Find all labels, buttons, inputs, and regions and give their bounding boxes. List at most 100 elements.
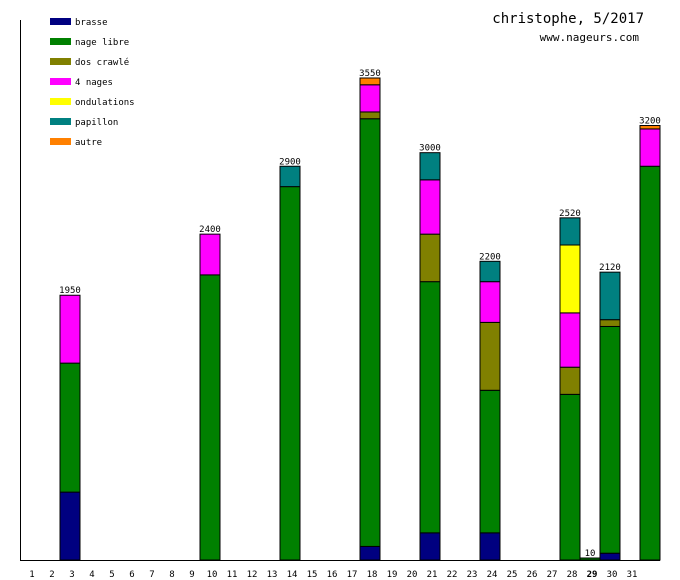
x-tick-label: 20 [407,570,418,580]
bar-segment-papillon [559,217,581,246]
bar-total-label: 3000 [419,144,441,154]
bar-segment-4-nages [199,233,221,276]
legend-label: nage libre [75,38,129,48]
bar-total-label: 2900 [279,157,301,167]
bar-day-9: 2400 [199,225,221,561]
bar-day-31: 3200 [639,117,661,561]
bar-segment-brasse [599,552,621,561]
x-tick-label: 23 [467,570,478,580]
bar-segment-brasse [59,491,81,561]
bar-day-20: 3000 [419,144,441,561]
bar-segment-4-nages [359,84,381,113]
legend-swatch [50,98,71,105]
bar-segment-nage-libre [419,281,441,534]
bar-segment-nage-libre [199,274,221,561]
bar-segment-dos-crawlé [359,111,381,120]
bar-segment-papillon [279,165,301,188]
x-tick-label: 15 [307,570,318,580]
bar-day-29: 2120 [599,263,621,561]
bar-segment-4-nages [559,312,581,368]
x-tick-label: 8 [169,570,174,580]
bar-segment-4-nages [419,179,441,235]
bar-total-label: 1950 [59,286,81,296]
bar-segment-4-nages [639,128,661,167]
x-tick-label: 27 [547,570,558,580]
bar-segment-nage-libre [599,325,621,554]
x-tick-label: 14 [287,570,298,580]
bar-segment-dos-crawlé [419,233,441,283]
legend-swatch [50,78,71,85]
x-tick-label: 22 [447,570,458,580]
x-tick-labels: 1 2 3 4 5 6 7 8 9 10 11 12 13 14 15 16 17 18 19 20 21 22 23 24 2… [29,570,637,580]
bar-total-label: 2400 [199,225,221,235]
bar-segment-brasse [359,545,381,561]
bar-segment-papillon [479,260,501,283]
x-tick-label: 4 [89,570,94,580]
bar-day-13: 2900 [279,157,301,561]
x-tick-label: 25 [507,570,518,580]
bar-segment-nage-libre [479,389,501,534]
legend-swatch [50,138,71,145]
bar-day-23: 2200 [479,252,501,561]
x-tick-label: 6 [129,570,134,580]
legend-swatch [50,58,71,65]
bar-segment-papillon [419,152,441,181]
bar-segment-dos-crawlé [559,366,581,395]
bar-total-label: 3200 [639,117,661,127]
bar-segment-nage-libre [59,362,81,493]
bar-segment-4-nages [59,294,81,364]
bar-segment-nage-libre [359,118,381,547]
x-tick-label: 26 [527,570,538,580]
x-tick-label: 2 [49,570,54,580]
chart-subtitle: www.nageurs.com [540,31,640,44]
bar-day-17: 3550 [359,69,381,561]
legend-label: ondulations [75,98,135,108]
x-tick-label: 24 [487,570,498,580]
legend-label: dos crawlé [75,57,129,68]
x-tick-label: 29 [587,570,598,580]
x-tick-label: 13 [267,570,278,580]
bar-total-label: 3550 [359,69,381,79]
bar-segment-4-nages [479,281,501,323]
bar-segment-nage-libre [639,165,661,561]
x-tick-label: 31 [627,570,638,580]
bar-segment-nage-libre [279,186,301,561]
x-tick-label: 3 [69,570,74,580]
legend-label: 4 nages [75,78,113,88]
bar-day-27: 2520 [559,209,581,561]
x-tick-label: 12 [247,570,258,580]
bar-segment-dos-crawlé [479,321,501,391]
bar-day-28: 10 [579,549,601,561]
legend-swatch [50,38,71,45]
x-tick-label: 28 [567,570,578,580]
legend-swatch [50,118,71,125]
x-tick-label: 16 [327,570,338,580]
chart-title: christophe, 5/2017 [492,11,644,27]
x-tick-label: 18 [367,570,378,580]
x-tick-label: 11 [227,570,238,580]
bar-segment-nage-libre [559,393,581,561]
bar-total-label: 2120 [599,263,621,273]
bar-segment-autre [359,77,381,86]
x-tick-label: 1 [29,570,34,580]
legend: brasse nage libre dos crawlé 4 nages ondulat… [50,18,135,148]
bar-segment-ondulations [559,244,581,314]
legend-label: autre [75,138,102,148]
x-tick-label: 17 [347,570,358,580]
bar-segment-autre [639,125,661,130]
x-tick-label: 10 [207,570,218,580]
bar-day-2: 1950 [59,286,81,561]
bar-total-label: 2520 [559,209,581,219]
x-tick-label: 19 [387,570,398,580]
x-tick-label: 21 [427,570,438,580]
bar-segment-brasse [419,532,441,561]
bar-segment-brasse [479,532,501,561]
bar-total-label: 10 [585,549,596,559]
legend-label: brasse [75,18,108,28]
x-tick-label: 30 [607,570,618,580]
x-tick-label: 7 [149,570,154,580]
x-tick-label: 9 [189,570,194,580]
x-tick-label: 5 [109,570,114,580]
bar-segment-papillon [599,271,621,321]
